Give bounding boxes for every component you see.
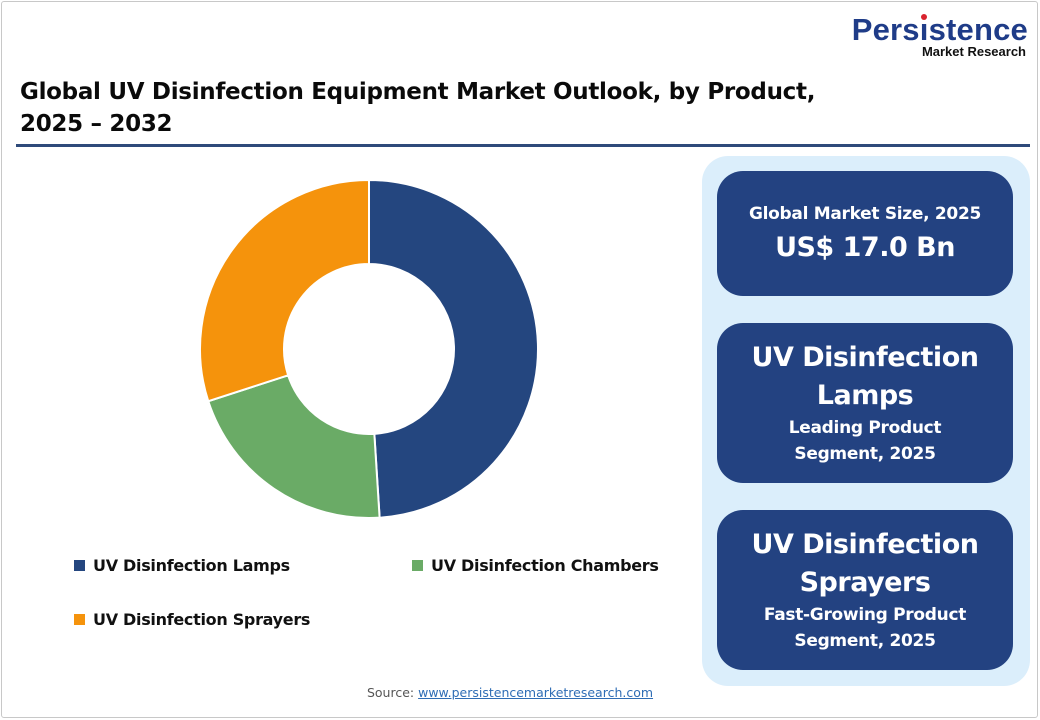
- leading-segment-caption-line-1: Leading Product: [788, 418, 942, 438]
- leading-segment-name-line-1: UV Disinfection: [751, 342, 979, 373]
- donut-slice-lamps: [368, 178, 540, 519]
- legend-label-lamps: UV Disinfection Lamps: [93, 556, 290, 575]
- legend-item-lamps: UV Disinfection Lamps: [74, 556, 290, 575]
- persistence-logo: Persıstence Market Research: [852, 14, 1028, 59]
- market-size-card: Global Market Size, 2025 US$ 17.0 Bn: [717, 171, 1013, 296]
- leading-segment-caption-line-2: Segment, 2025: [794, 444, 936, 464]
- highlights-panel: Global Market Size, 2025 US$ 17.0 Bn UV …: [702, 156, 1030, 686]
- legend-label-sprayers: UV Disinfection Sprayers: [93, 610, 311, 629]
- source-link[interactable]: www.persistencemarketresearch.com: [418, 685, 654, 700]
- donut-slice-chambers: [207, 374, 381, 520]
- donut-slice-sprayers: [199, 178, 370, 403]
- logo-main-text: Persıstence: [851, 12, 1028, 47]
- fast-growing-segment-name-line-2: Sprayers: [799, 567, 931, 598]
- donut-chart: [199, 178, 540, 520]
- market-size-label: Global Market Size, 2025: [748, 203, 982, 224]
- legend-swatch-chambers: [412, 560, 423, 571]
- title-divider: [16, 144, 1030, 147]
- legend-label-chambers: UV Disinfection Chambers: [431, 556, 659, 575]
- chart-title: Global UV Disinfection Equipment Market …: [20, 76, 900, 140]
- logo-sub-text: Market Research: [921, 44, 1026, 59]
- leading-segment-name-line-2: Lamps: [816, 380, 914, 411]
- fast-growing-segment-card: UV Disinfection Sprayers Fast-Growing Pr…: [717, 510, 1013, 670]
- source-label: Source:: [366, 685, 415, 700]
- market-size-value: US$ 17.0 Bn: [775, 231, 955, 263]
- legend-item-sprayers: UV Disinfection Sprayers: [74, 610, 310, 629]
- chart-legend: UV Disinfection Lamps UV Disinfection Ch…: [74, 556, 694, 636]
- fast-growing-segment-caption-line-1: Fast-Growing Product: [763, 605, 967, 625]
- legend-swatch-lamps: [74, 560, 85, 571]
- fast-growing-segment-name-line-1: UV Disinfection: [751, 529, 979, 560]
- chart-title-line-2: 2025 – 2032: [20, 111, 173, 137]
- legend-swatch-sprayers: [74, 614, 85, 625]
- fast-growing-segment-caption-line-2: Segment, 2025: [794, 631, 936, 651]
- leading-segment-card: UV Disinfection Lamps Leading Product Se…: [717, 323, 1013, 483]
- logo-dot-accent: ı: [919, 12, 929, 47]
- chart-title-line-1: Global UV Disinfection Equipment Market …: [20, 79, 816, 105]
- source-note: Source: www.persistencemarketresearch.co…: [0, 685, 1020, 700]
- legend-item-chambers: UV Disinfection Chambers: [412, 556, 659, 575]
